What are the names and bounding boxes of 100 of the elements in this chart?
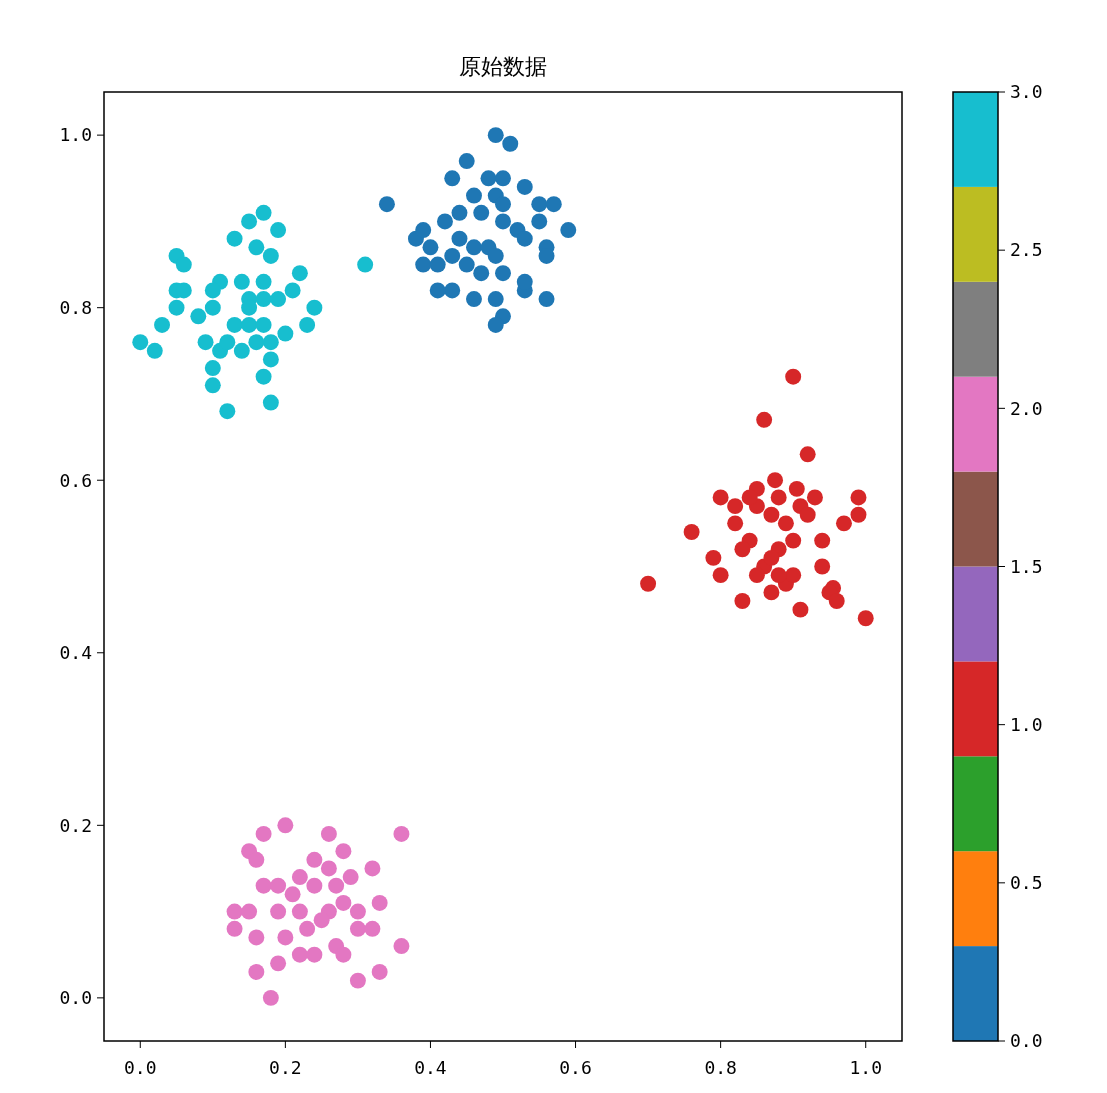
point xyxy=(466,187,482,204)
point xyxy=(291,946,308,963)
point xyxy=(458,153,475,169)
point xyxy=(306,851,323,868)
point xyxy=(640,575,657,592)
point xyxy=(262,247,279,264)
point xyxy=(197,334,214,351)
point xyxy=(313,912,330,929)
point xyxy=(306,877,323,894)
point xyxy=(705,549,722,566)
point xyxy=(727,498,744,515)
point xyxy=(850,489,867,506)
point xyxy=(785,532,802,549)
point xyxy=(393,825,410,842)
point xyxy=(262,394,279,411)
point xyxy=(487,247,504,264)
point xyxy=(154,316,171,333)
point xyxy=(306,946,323,963)
point xyxy=(306,299,323,316)
point xyxy=(770,489,787,506)
point xyxy=(204,282,221,299)
point xyxy=(349,903,366,920)
point xyxy=(299,920,316,937)
point xyxy=(248,929,265,946)
point xyxy=(277,325,294,342)
point xyxy=(255,273,272,290)
point xyxy=(270,903,287,920)
point xyxy=(371,964,388,980)
point xyxy=(255,291,272,308)
point xyxy=(444,170,461,187)
y-tick-label: 0.4 xyxy=(59,642,92,664)
point xyxy=(299,316,316,333)
point xyxy=(291,265,308,282)
point xyxy=(255,316,272,333)
point xyxy=(788,480,805,497)
point xyxy=(770,567,787,584)
point xyxy=(741,489,758,506)
point xyxy=(436,213,453,230)
point xyxy=(335,946,352,963)
point xyxy=(857,610,874,627)
point xyxy=(734,541,751,558)
point xyxy=(799,446,816,463)
point xyxy=(335,895,352,911)
point xyxy=(495,170,511,187)
color-bar-label: 0.0 xyxy=(1010,1030,1043,1052)
point xyxy=(248,334,265,351)
color-bar-label: 0.5 xyxy=(1010,872,1043,894)
point xyxy=(291,869,308,886)
point xyxy=(458,256,475,273)
color-bar-label: 1.5 xyxy=(1010,555,1043,577)
point xyxy=(516,178,533,195)
point xyxy=(255,877,272,894)
point xyxy=(487,291,504,308)
point xyxy=(495,213,511,230)
point xyxy=(364,860,381,877)
point xyxy=(767,472,784,489)
point xyxy=(378,196,395,213)
y-tick-label: 0.2 xyxy=(59,814,92,836)
x-tick-label: 0.4 xyxy=(414,1057,447,1078)
point xyxy=(248,851,265,868)
color-bar-label: 3.0 xyxy=(1010,81,1043,103)
y-tick-label: 1.0 xyxy=(59,124,92,146)
point xyxy=(422,239,439,256)
point xyxy=(502,135,519,152)
point xyxy=(806,489,823,506)
point xyxy=(241,903,258,920)
point xyxy=(371,895,388,911)
point xyxy=(364,920,381,937)
point xyxy=(262,334,279,351)
point xyxy=(349,972,366,989)
point xyxy=(763,584,780,601)
point xyxy=(277,817,294,834)
point xyxy=(335,843,352,860)
point xyxy=(792,601,809,618)
point xyxy=(357,256,374,273)
point xyxy=(233,342,250,359)
point xyxy=(226,230,243,247)
point xyxy=(270,222,287,238)
point xyxy=(270,291,287,308)
point xyxy=(487,316,504,333)
point xyxy=(451,204,468,221)
point xyxy=(291,903,308,920)
point xyxy=(255,368,272,385)
point xyxy=(763,549,780,566)
point xyxy=(850,506,867,523)
point xyxy=(226,316,243,333)
point xyxy=(146,342,163,359)
point xyxy=(734,593,751,609)
point xyxy=(241,316,258,333)
point xyxy=(712,567,729,584)
point xyxy=(785,368,802,385)
point xyxy=(429,256,446,273)
point xyxy=(204,299,221,316)
color-bar-label: 2.0 xyxy=(1010,397,1043,419)
point xyxy=(284,886,301,903)
point xyxy=(748,567,765,584)
y-tick-label: 0.0 xyxy=(59,987,92,1009)
point xyxy=(349,920,366,937)
point xyxy=(451,230,468,247)
point xyxy=(270,877,287,894)
